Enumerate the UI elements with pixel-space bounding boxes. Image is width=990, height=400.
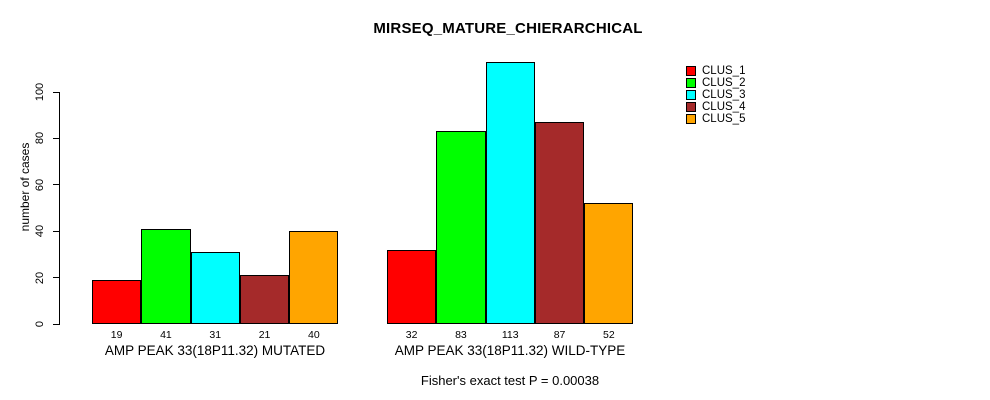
bar-value-label: 31: [209, 329, 222, 341]
bar-value-label: 19: [110, 329, 123, 341]
legend-item-clus_4: CLUS_4: [686, 101, 745, 113]
y-axis-title: number of cases: [18, 142, 32, 232]
legend-swatch-icon: [686, 114, 696, 124]
y-tick-mark: [53, 323, 60, 325]
y-tick-label: 80: [34, 132, 46, 145]
group-label-wild-type: AMP PEAK 33(18P11.32) WILD-TYPE: [394, 343, 626, 358]
fisher-test-annotation: Fisher's exact test P = 0.00038: [420, 373, 600, 388]
y-tick-mark: [53, 184, 60, 186]
bar-clus_2-group1: [141, 228, 191, 324]
bar-value-label: 52: [603, 329, 615, 341]
legend-swatch-icon: [686, 78, 696, 88]
bar-clus_4-group1: [239, 275, 290, 324]
bar-value-label: 41: [160, 329, 172, 341]
legend-swatch-icon: [686, 66, 696, 76]
bar-value-label: 32: [405, 329, 418, 341]
legend-item-clus_1: CLUS_1: [686, 65, 745, 77]
bar-clus_1-group1: [92, 279, 142, 324]
y-tick-mark: [53, 230, 60, 232]
bar-value-label: 113: [501, 329, 519, 341]
y-tick-label: 100: [34, 82, 46, 102]
legend-label: CLUS_4: [702, 101, 746, 113]
bar-clus_1-group2: [387, 249, 437, 324]
bar-value-label: 40: [308, 329, 320, 341]
legend-label: CLUS_5: [702, 113, 746, 125]
y-tick-mark: [53, 277, 60, 279]
y-tick-label: 60: [34, 178, 46, 191]
chart-title: MIRSEQ_MATURE_CHIERARCHICAL: [373, 20, 643, 37]
legend-swatch-icon: [686, 102, 696, 112]
legend: CLUS_1 CLUS_2 CLUS_3 CLUS_4 CLUS_5: [686, 65, 745, 125]
bar-value-label: 21: [258, 329, 271, 341]
bar-value-label: 83: [455, 329, 467, 341]
y-tick-label: 0: [34, 320, 46, 328]
bar-clus_5-group1: [289, 231, 339, 324]
bar-clus_3-group2: [485, 61, 535, 324]
y-tick-label: 20: [34, 271, 46, 284]
bar-value-label: 87: [553, 329, 566, 341]
legend-swatch-icon: [686, 90, 696, 100]
legend-label: CLUS_1: [702, 65, 746, 77]
bar-clus_4-group2: [534, 122, 585, 324]
group-label-mutated: AMP PEAK 33(18P11.32) MUTATED: [104, 343, 326, 358]
bar-clus_2-group2: [436, 131, 486, 324]
y-tick-mark: [53, 137, 60, 139]
y-tick-label: 40: [34, 225, 46, 238]
bar-clus_3-group1: [190, 252, 240, 324]
y-axis-line: [59, 92, 60, 324]
legend-item-clus_3: CLUS_3: [686, 89, 745, 101]
bar-clus_5-group2: [584, 203, 634, 324]
legend-label: CLUS_2: [702, 77, 746, 89]
y-tick-mark: [53, 91, 60, 93]
legend-label: CLUS_3: [702, 89, 746, 101]
legend-item-clus_5: CLUS_5: [686, 113, 745, 125]
legend-item-clus_2: CLUS_2: [686, 77, 745, 89]
